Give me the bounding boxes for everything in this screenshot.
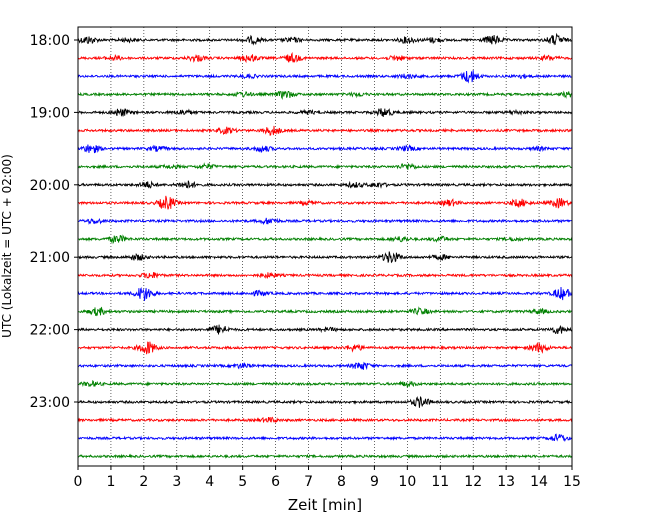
plot-frame: [77, 26, 573, 467]
trace-line: [77, 217, 573, 226]
trace-line: [77, 396, 573, 408]
y-tick-label: 20:00: [30, 178, 70, 194]
trace-line: [77, 90, 573, 101]
x-tick-label: 2: [139, 474, 148, 490]
trace-line: [77, 416, 573, 424]
trace-line: [77, 32, 573, 46]
x-tick-label: 15: [563, 474, 581, 490]
y-tick-label: 18:00: [30, 33, 70, 49]
grid-lines: [110, 27, 540, 466]
x-axis-title: Zeit [min]: [288, 496, 362, 514]
y-tick-label: 23:00: [30, 395, 70, 411]
axes: 0 1 2 3 4 5 6 7 8 9 10 11 12 13 14 1518:0019:0020:0021:…: [30, 33, 581, 490]
trace-line: [77, 251, 573, 264]
trace-line: [78, 125, 573, 136]
x-tick-label: 8: [337, 474, 346, 490]
trace-line: [77, 341, 573, 355]
trace-line: [77, 180, 573, 189]
trace-line: [77, 324, 573, 335]
trace-line: [77, 361, 573, 371]
trace-line: [77, 379, 573, 389]
x-tick-label: 3: [172, 474, 181, 490]
trace-line: [77, 433, 573, 442]
x-tick-label: 0: [74, 474, 83, 490]
y-axis-title: UTC (Lokalzeit = UTC + 02:00): [0, 154, 14, 338]
trace-line: [77, 271, 573, 279]
y-tick-label: 22:00: [30, 323, 70, 339]
x-tick-label: 7: [304, 474, 313, 490]
trace-line: [77, 306, 573, 317]
x-tick-label: 10: [398, 474, 416, 490]
trace-line: [77, 453, 573, 459]
x-tick-label: 4: [205, 474, 214, 490]
x-tick-label: 13: [497, 474, 515, 490]
trace-line: [77, 107, 573, 118]
trace-line: [77, 162, 573, 170]
y-tick-label: 19:00: [30, 105, 70, 121]
x-tick-label: 1: [106, 474, 115, 490]
trace-line: [77, 195, 573, 210]
x-tick-label: 9: [370, 474, 379, 490]
traces: [77, 32, 573, 459]
trace-line: [77, 144, 573, 154]
y-tick-label: 21:00: [30, 250, 70, 266]
x-tick-label: 11: [431, 474, 449, 490]
x-tick-label: 6: [271, 474, 280, 490]
trace-line: [77, 51, 573, 64]
x-tick-label: 14: [530, 474, 548, 490]
trace-line: [77, 234, 573, 245]
x-tick-label: 12: [464, 474, 482, 490]
trace-line: [77, 286, 573, 301]
trace-line: [77, 70, 573, 84]
x-tick-label: 5: [238, 474, 247, 490]
